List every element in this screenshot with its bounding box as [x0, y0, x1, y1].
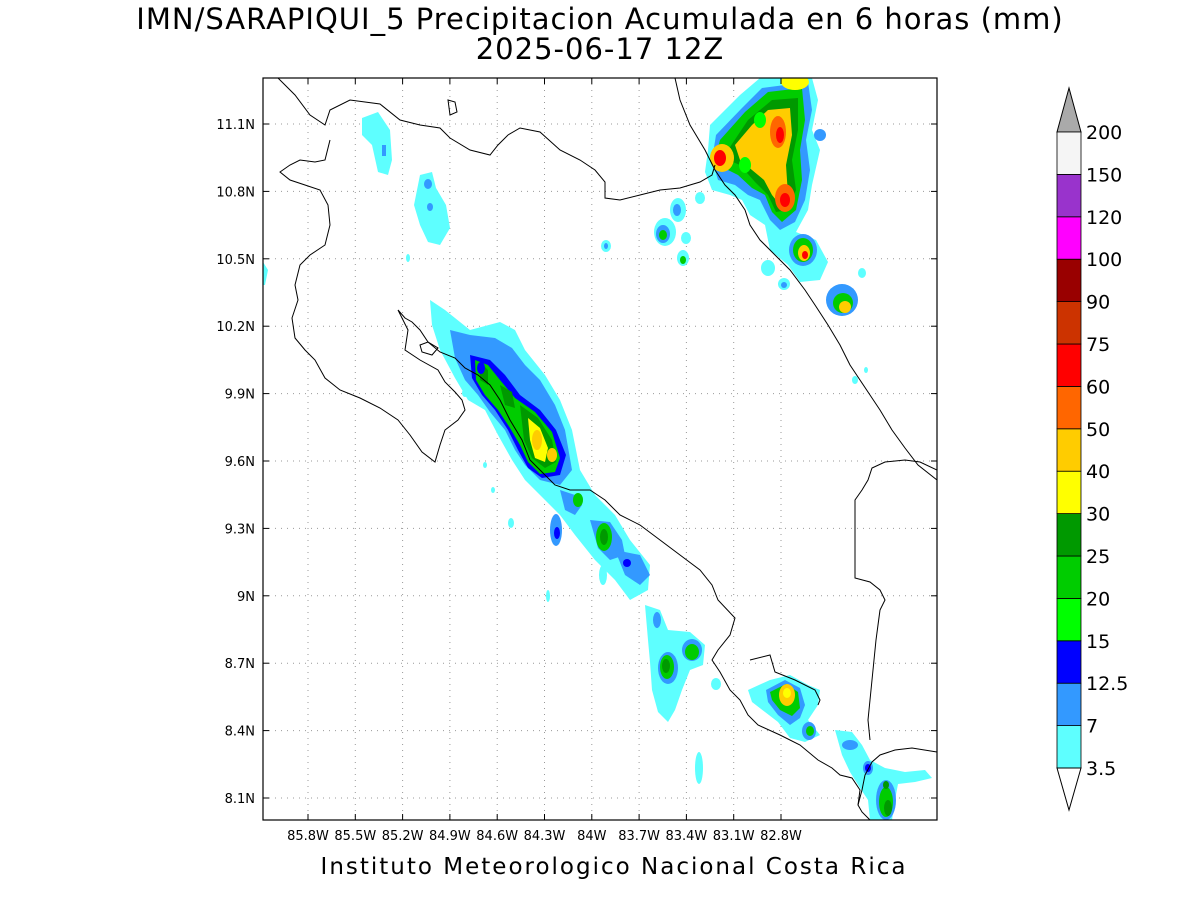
colorbar-label: 120 — [1086, 207, 1122, 229]
colorbar-swatch — [1056, 258, 1082, 303]
colorbar-swatch — [1056, 598, 1082, 642]
osa-peninsula — [749, 654, 821, 706]
coastline — [277, 78, 937, 820]
precip-cell-nw — [263, 112, 450, 285]
precipitation-field — [263, 78, 932, 820]
lat-label: 9.6N — [225, 455, 255, 470]
colorbar-swatch — [1056, 216, 1082, 260]
lon-label: 84W — [577, 829, 607, 844]
map-title: IMN/SARAPIQUI_5 Precipitacion Acumulada … — [136, 2, 1064, 36]
lon-label: 84.6W — [476, 829, 518, 844]
colorbar-label: 50 — [1086, 419, 1110, 441]
longitude-labels: 85.8W 85.5W 85.2W 84.9W 84.6W 84.3W 84W … — [287, 829, 802, 844]
lon-label: 85.8W — [287, 829, 329, 844]
map-subtitle-date: 2025-06-17 12Z — [475, 32, 725, 66]
lon-label: 82.8W — [760, 829, 802, 844]
lat-label: 10.8N — [216, 185, 255, 200]
lon-label: 85.5W — [334, 829, 376, 844]
colorbar-swatch — [1056, 470, 1082, 515]
colorbar-swatch — [1056, 725, 1082, 769]
colorbar-label: 100 — [1086, 249, 1122, 271]
footer-credit: Instituto Meteorologico Nacional Costa R… — [320, 854, 908, 880]
lat-label: 9.9N — [225, 388, 255, 403]
colorbar-label: 20 — [1086, 588, 1110, 610]
lat-label: 9N — [237, 590, 255, 605]
precip-cell-ne — [705, 78, 866, 316]
lon-label: 83.7W — [618, 829, 660, 844]
colorbar-swatch — [1056, 385, 1082, 430]
colorbar-label: 12.5 — [1086, 673, 1128, 695]
colorbar-label: 60 — [1086, 376, 1110, 398]
lat-label: 11.1N — [216, 118, 255, 133]
panama-coast — [854, 459, 937, 741]
nicaragua-border — [277, 78, 716, 201]
colorbar-max-triangle — [1056, 86, 1082, 133]
lat-label: 10.2N — [216, 320, 255, 335]
colorbar-label: 25 — [1086, 546, 1110, 568]
lat-label: 9.3N — [225, 522, 255, 537]
colorbar-label: 7 — [1086, 716, 1098, 738]
map-frame — [262, 77, 938, 821]
precip-cell-north-central — [601, 192, 868, 384]
colorbar-swatch — [1056, 682, 1082, 727]
colorbar-min-triangle — [1056, 767, 1082, 812]
colorbar-label: 90 — [1086, 292, 1110, 314]
colorbar-swatch — [1056, 513, 1082, 557]
lat-label: 8.4N — [225, 725, 255, 740]
chira-island — [419, 341, 439, 356]
map-grid — [263, 78, 937, 820]
lat-label: 10.5N — [216, 253, 255, 268]
lon-label: 84.3W — [524, 829, 566, 844]
colorbar-label: 200 — [1086, 122, 1122, 144]
colorbar-swatch — [1056, 173, 1082, 218]
lon-label: 85.2W — [382, 829, 424, 844]
colorbar-label: 75 — [1086, 334, 1110, 356]
lon-label: 84.9W — [429, 829, 471, 844]
latitude-labels: 11.1N 10.8N 10.5N 10.2N 9.9N 9.6N 9.3N 9… — [216, 118, 255, 807]
colorbar-label: 30 — [1086, 504, 1110, 526]
panama-border — [857, 747, 937, 806]
colorbar-legend: 3.5 7 12.5 15 20 25 30 40 50 60 75 90 10… — [1056, 86, 1128, 812]
colorbar-label: 40 — [1086, 461, 1110, 483]
colorbar-swatch — [1056, 343, 1082, 387]
lat-label: 8.1N — [225, 792, 255, 807]
colorbar-label: 15 — [1086, 631, 1110, 653]
colorbar-label: 150 — [1086, 164, 1122, 186]
colorbar-swatch — [1056, 131, 1082, 175]
lake-island — [447, 99, 458, 116]
lon-label: 83.1W — [713, 829, 755, 844]
colorbar-swatch — [1056, 555, 1082, 599]
lon-label: 83.4W — [665, 829, 707, 844]
colorbar-label: 3.5 — [1086, 758, 1116, 780]
colorbar-swatch — [1056, 640, 1082, 684]
colorbar-swatch — [1056, 428, 1082, 472]
colorbar-swatch — [1056, 301, 1082, 345]
pacific-coast — [279, 139, 871, 820]
axis-ticks — [263, 78, 937, 820]
caribbean-coast — [674, 78, 937, 481]
precip-cell-south — [645, 605, 932, 820]
precip-band-pacific — [430, 300, 650, 602]
lat-label: 8.7N — [225, 657, 255, 672]
